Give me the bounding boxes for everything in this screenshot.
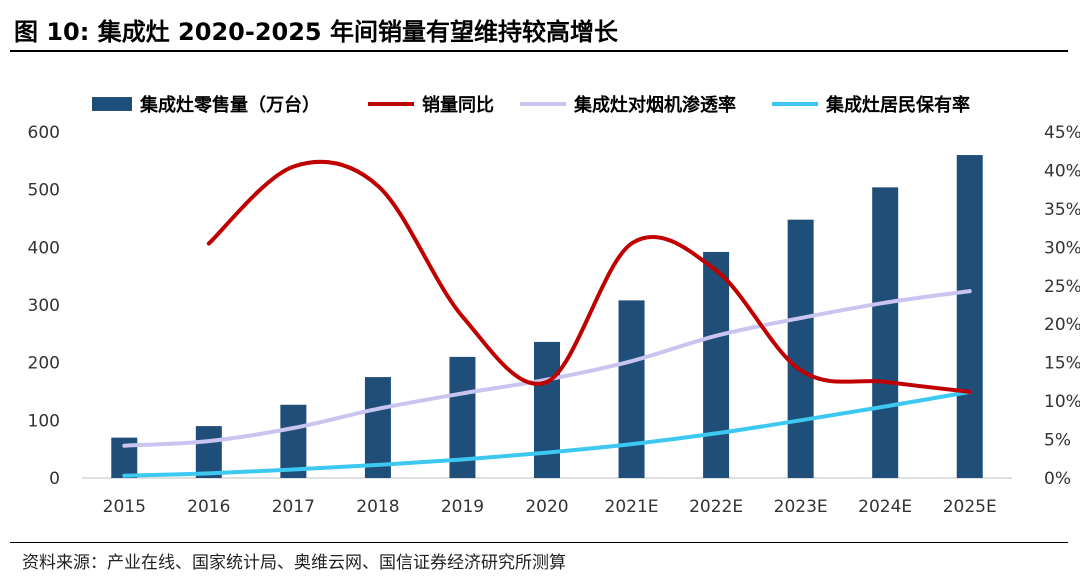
line-penetration-rate (122, 289, 972, 448)
y-right-tick-label: 0% (1044, 469, 1071, 489)
y-left-tick-label: 100 (28, 411, 60, 431)
y-left-tick-label: 400 (28, 238, 60, 258)
footer-rule (10, 542, 1068, 543)
x-tick-label: 2022E (689, 497, 743, 517)
y-right-tick-label: 5% (1044, 431, 1071, 451)
chart-axes: 0 100 200 300 400 500 600 0% 5% 10% 15% 20% 25% 30% 35… (28, 123, 1080, 517)
bar-retail-volume (280, 404, 307, 478)
bar-retail-volume (534, 341, 560, 478)
x-tick-label: 2021E (605, 497, 659, 517)
line-series (122, 159, 972, 478)
bar-retail-volume (618, 300, 645, 478)
x-tick-label: 2024E (858, 497, 912, 517)
y-right-tick-label: 45% (1044, 123, 1080, 143)
figure-title: 图 10: 集成灶 2020-2025 年间销量有望维持较高增长 (14, 18, 618, 46)
source-note: 资料来源：产业在线、国家统计局、奥维云网、国信证券经济研究所测算 (22, 553, 566, 573)
x-tick-label: 2023E (774, 497, 828, 517)
combo-chart: 0 100 200 300 400 500 600 0% 5% 10% 15% 20% 25% 30% 35… (28, 94, 1080, 517)
bar-retail-volume (956, 155, 983, 479)
legend-retail-volume-swatch (92, 97, 132, 111)
bar-retail-volume (703, 251, 730, 478)
bar-series (111, 155, 983, 479)
y-right-tick-label: 35% (1044, 200, 1080, 220)
y-right-tick-label: 25% (1044, 277, 1080, 297)
x-tick-label: 2017 (272, 497, 315, 517)
bar-retail-volume (872, 187, 899, 479)
x-tick-label: 2018 (356, 497, 399, 517)
x-tick-label: 2019 (441, 497, 484, 517)
x-tick-label: 2015 (103, 497, 146, 517)
y-left-tick-label: 500 (28, 181, 60, 201)
chart-legend: 集成灶零售量（万台） 销量同比 集成灶对烟机渗透率 集成灶居民保有率 (92, 94, 970, 116)
legend-ownership-rate-label: 集成灶居民保有率 (825, 94, 970, 116)
line-ownership-rate (122, 389, 972, 478)
legend-retail-volume-label: 集成灶零售量（万台） (139, 94, 320, 116)
y-right-tick-label: 15% (1044, 354, 1080, 374)
bar-retail-volume (787, 219, 814, 479)
y-left-tick-label: 600 (28, 123, 60, 143)
legend-penetration-rate-label: 集成灶对烟机渗透率 (573, 94, 736, 116)
y-left-tick-label: 300 (28, 296, 60, 316)
x-tick-label: 2016 (187, 497, 230, 517)
y-right-tick-label: 30% (1044, 238, 1080, 258)
x-tick-label: 2020 (525, 497, 568, 517)
y-left-tick-label: 200 (28, 354, 60, 374)
legend-sales-yoy-label: 销量同比 (422, 94, 494, 116)
line-sales-yoy (206, 159, 972, 394)
bar-retail-volume (364, 377, 391, 478)
y-right-tick-label: 40% (1044, 161, 1080, 181)
y-right-tick-label: 10% (1044, 392, 1080, 412)
bar-retail-volume (195, 426, 222, 478)
y-left-tick-label: 0 (49, 469, 60, 489)
title-rule (10, 50, 1068, 52)
y-right-tick-label: 20% (1044, 315, 1080, 335)
x-tick-label: 2025E (943, 497, 997, 517)
